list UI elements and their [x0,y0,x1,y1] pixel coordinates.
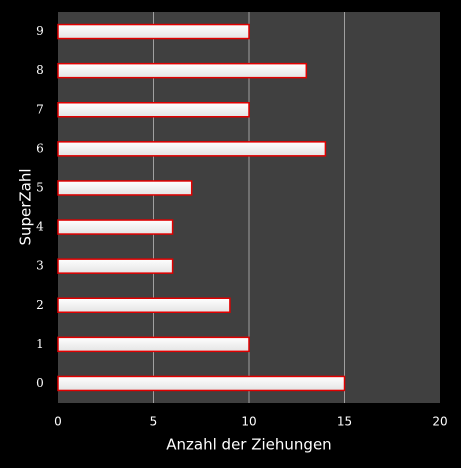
x-axis-label: Anzahl der Ziehungen [166,436,331,454]
x-tick-label: 10 [241,415,256,429]
y-tick-label: 5 [36,180,44,194]
bar [57,258,174,274]
bar [57,336,250,353]
bar [57,141,327,157]
bar [57,375,346,392]
y-tick-label: 2 [36,298,44,312]
y-tick-label: 8 [36,63,44,77]
y-tick-label: 1 [36,337,44,351]
y-tick-label: 4 [36,220,44,234]
y-tick-label: 7 [36,102,44,116]
bar [57,297,231,313]
bar [57,23,250,40]
y-tick-label: 9 [36,24,44,38]
y-tick-label: 3 [36,259,44,273]
x-tick-label: 0 [54,415,62,429]
x-tick-label: 20 [432,415,447,429]
bar [57,62,308,79]
x-tick-label: 5 [150,415,158,429]
y-axis-label: SuperZahl [17,168,35,245]
y-tick-label: 6 [36,141,44,155]
x-tick-label: 15 [337,415,352,429]
bar [57,102,250,118]
bar [57,219,174,235]
bar [57,180,193,196]
y-tick-label: 0 [36,376,44,390]
